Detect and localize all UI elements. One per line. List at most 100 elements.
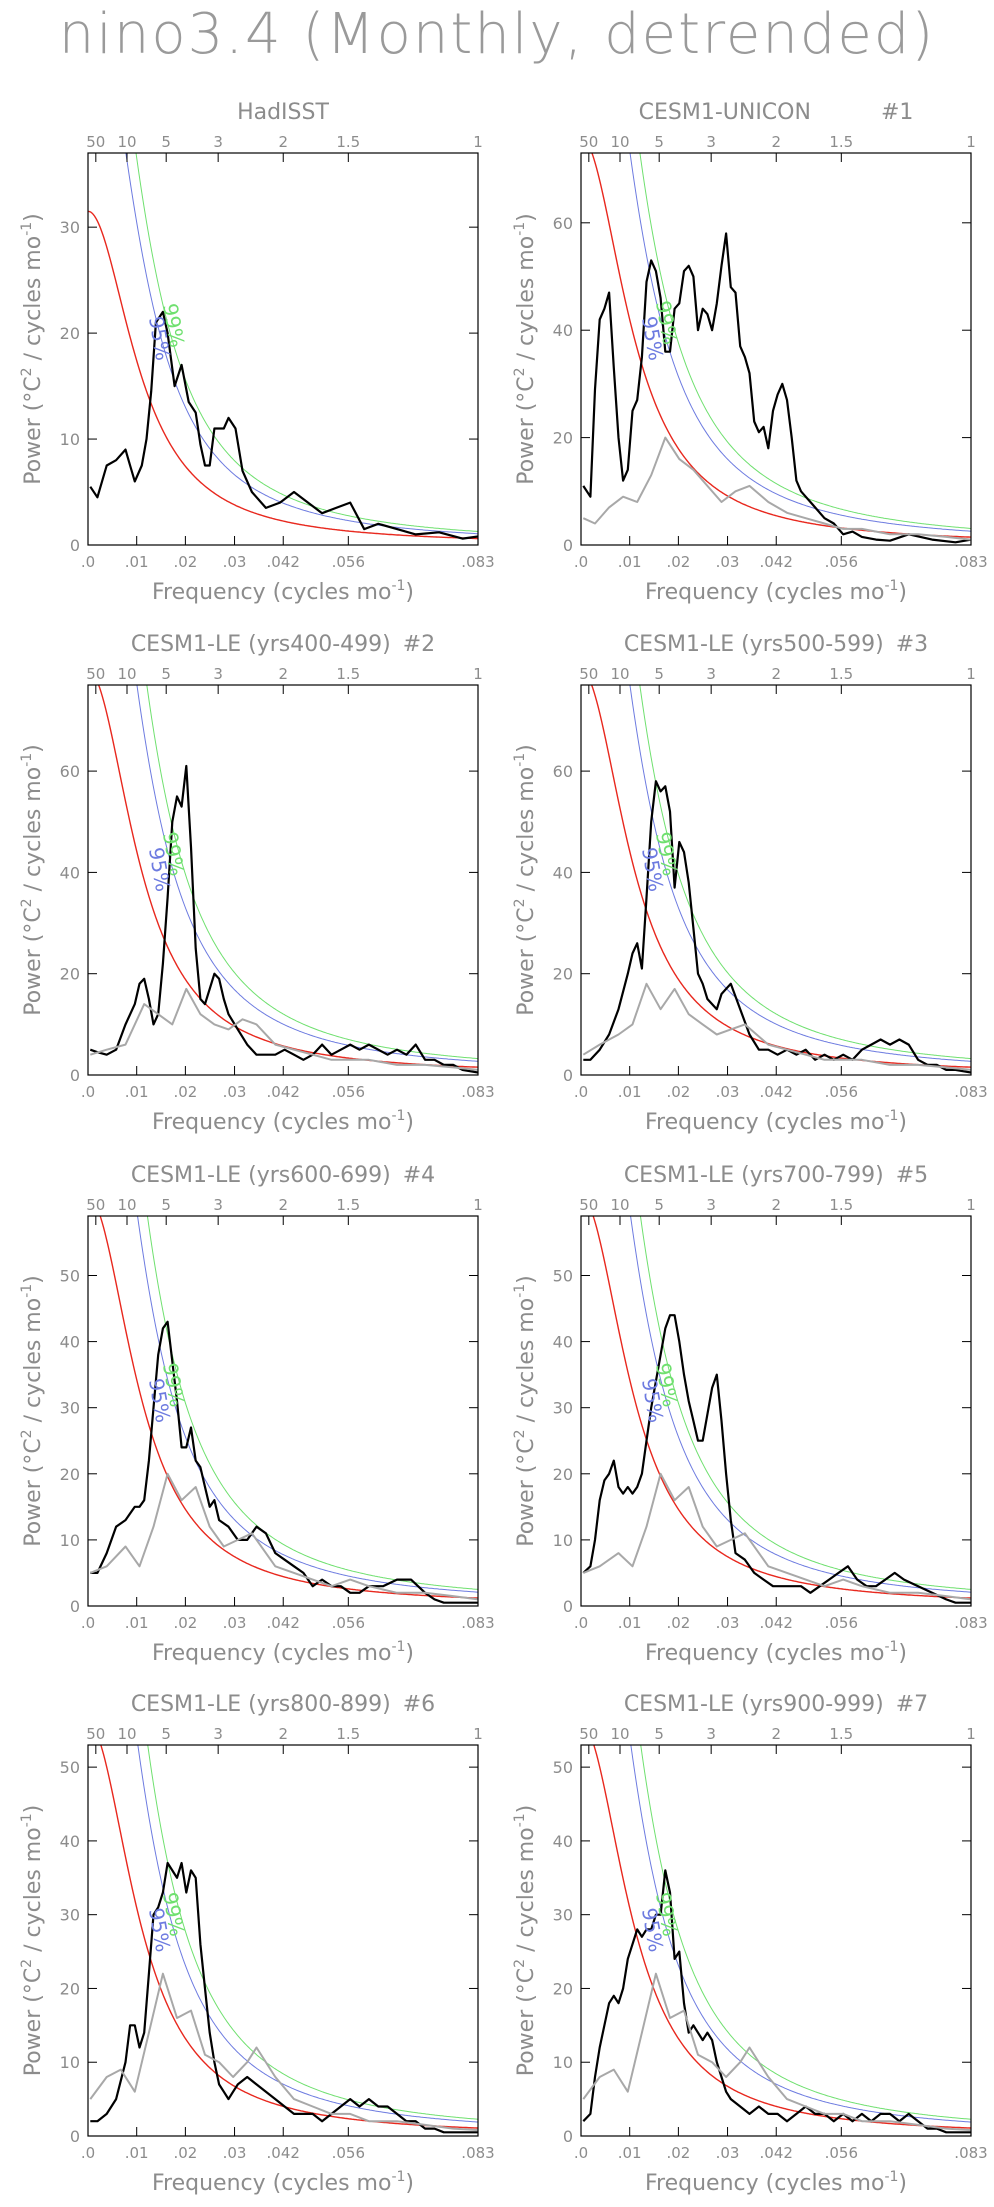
x-axis-label-text: Frequency (cycles mo <box>645 1641 884 1666</box>
panel-tag: #2 <box>403 632 435 657</box>
period-tick-label: 3 <box>706 1196 716 1214</box>
y-axis-label-sup2: 2 <box>512 1429 528 1438</box>
period-tick-label: 3 <box>706 665 716 683</box>
panel-tag: #1 <box>881 100 913 125</box>
plot-area <box>582 153 971 544</box>
red-noise-curve <box>99 1216 478 1599</box>
x-tick-label: .0 <box>81 1083 95 1101</box>
y-tick-label: 20 <box>60 1465 80 1484</box>
y-axis-label-mid: / cycles mo <box>21 1298 46 1430</box>
y-axis-label-end: ) <box>21 213 46 222</box>
x-tick-label: .01 <box>125 1083 149 1101</box>
x-tick-label: .01 <box>125 1614 149 1632</box>
x-tick-label: .083 <box>461 1083 494 1101</box>
x-tick-label: .042 <box>267 1083 300 1101</box>
y-axis-label-end: ) <box>21 1275 46 1284</box>
spectrum-line <box>583 780 971 1074</box>
y-axis-label-end: ) <box>21 744 46 753</box>
x-tick-label: .042 <box>760 1614 793 1632</box>
x-tick-label: .01 <box>125 553 149 571</box>
period-tick-label: 10 <box>117 1196 136 1214</box>
confidence-99-curve <box>147 1745 478 2120</box>
y-tick-label: 40 <box>60 1832 80 1851</box>
period-tick-label: 3 <box>213 1196 223 1214</box>
period-tick-label: 10 <box>117 1725 136 1743</box>
x-tick-label: .056 <box>825 1614 858 1632</box>
spectrum-line <box>90 1320 478 1604</box>
confidence-95-curve <box>136 685 478 1062</box>
period-tick-label: 3 <box>213 133 223 151</box>
confidence-99-curve <box>146 1216 478 1590</box>
y-axis-label-sup2: 2 <box>19 367 35 376</box>
confidence-95-curve <box>137 1216 478 1593</box>
y-tick-label: 50 <box>60 1758 80 1777</box>
x-axis-label-close: ) <box>405 1641 414 1666</box>
period-tick-label: 2 <box>771 133 781 151</box>
confidence-99-curve <box>639 1216 971 1590</box>
y-tick-label: 50 <box>60 1266 80 1285</box>
panel-title-text: CESM1-LE (yrs800-899) <box>131 1692 391 1717</box>
period-tick-label: 5 <box>161 665 171 683</box>
x-axis-label-sup: -1 <box>391 1639 405 1655</box>
period-tick-label: 1.5 <box>829 1196 853 1214</box>
reference-spectrum-line <box>89 1972 478 2132</box>
panel-tag: #5 <box>896 1163 928 1188</box>
y-axis-label: Power (°C2 / cycles mo-1) <box>512 1275 539 1547</box>
y-tick-label: 40 <box>60 1333 80 1352</box>
y-axis-label: Power (°C2 / cycles mo-1) <box>19 1275 46 1547</box>
x-tick-label: .03 <box>223 1614 247 1632</box>
y-tick-label: 30 <box>553 1906 573 1925</box>
x-axis-label: Frequency (cycles mo-1) <box>152 578 414 605</box>
x-tick-label: .083 <box>954 1083 987 1101</box>
y-tick-label: 0 <box>563 2127 573 2146</box>
y-axis-label-sup1: -1 <box>512 1813 528 1827</box>
x-tick-label: .056 <box>825 2144 858 2162</box>
y-tick-label: 60 <box>60 762 80 781</box>
x-tick-label: .03 <box>716 1614 740 1632</box>
x-axis-label-text: Frequency (cycles mo <box>152 1110 391 1135</box>
x-tick-label: .0 <box>574 1083 588 1101</box>
panel-title: CESM1-LE (yrs800-899) #6 <box>131 1692 435 1717</box>
x-tick-label: .083 <box>954 553 987 571</box>
panel-title: CESM1-LE (yrs400-499) #2 <box>131 632 435 657</box>
x-tick-label: .0 <box>574 553 588 571</box>
period-tick-label: 50 <box>579 1196 598 1214</box>
period-tick-label: 1 <box>473 1725 483 1743</box>
period-tick-label: 1 <box>966 665 976 683</box>
y-tick-label: 30 <box>60 1906 80 1925</box>
red-noise-curve <box>593 1745 971 2129</box>
panel-title-text: CESM1-LE (yrs600-699) <box>131 1163 391 1188</box>
y-tick-label: 20 <box>553 1979 573 1998</box>
confidence-95-curve <box>629 153 971 532</box>
period-tick-label: 5 <box>161 133 171 151</box>
x-axis-label-sup: -1 <box>884 2169 898 2185</box>
period-tick-label: 2 <box>278 1196 288 1214</box>
plot-frame <box>580 152 972 546</box>
x-axis-label-sup: -1 <box>884 1108 898 1124</box>
reference-spectrum-line <box>90 987 478 1071</box>
plot-area <box>89 1216 478 1604</box>
y-axis-label-text: Power (°C <box>514 376 539 484</box>
y-axis-label-sup2: 2 <box>19 1959 35 1968</box>
y-tick-label: 60 <box>553 762 573 781</box>
y-tick-label: 60 <box>553 214 573 233</box>
y-axis-label-sup1: -1 <box>19 1284 35 1298</box>
y-tick-label: 0 <box>563 536 573 555</box>
period-tick-label: 50 <box>86 665 105 683</box>
x-tick-label: .042 <box>760 2144 793 2162</box>
x-tick-label: .083 <box>954 1614 987 1632</box>
x-tick-label: .01 <box>618 1614 642 1632</box>
x-axis-label: Frequency (cycles mo-1) <box>645 1639 907 1666</box>
y-axis-label: Power (°C2 / cycles mo-1) <box>19 213 46 485</box>
x-axis-label-close: ) <box>405 1110 414 1135</box>
plot-area <box>582 1216 971 1604</box>
reference-spectrum-line <box>582 1472 971 1601</box>
y-axis-label-end: ) <box>21 1805 46 1814</box>
